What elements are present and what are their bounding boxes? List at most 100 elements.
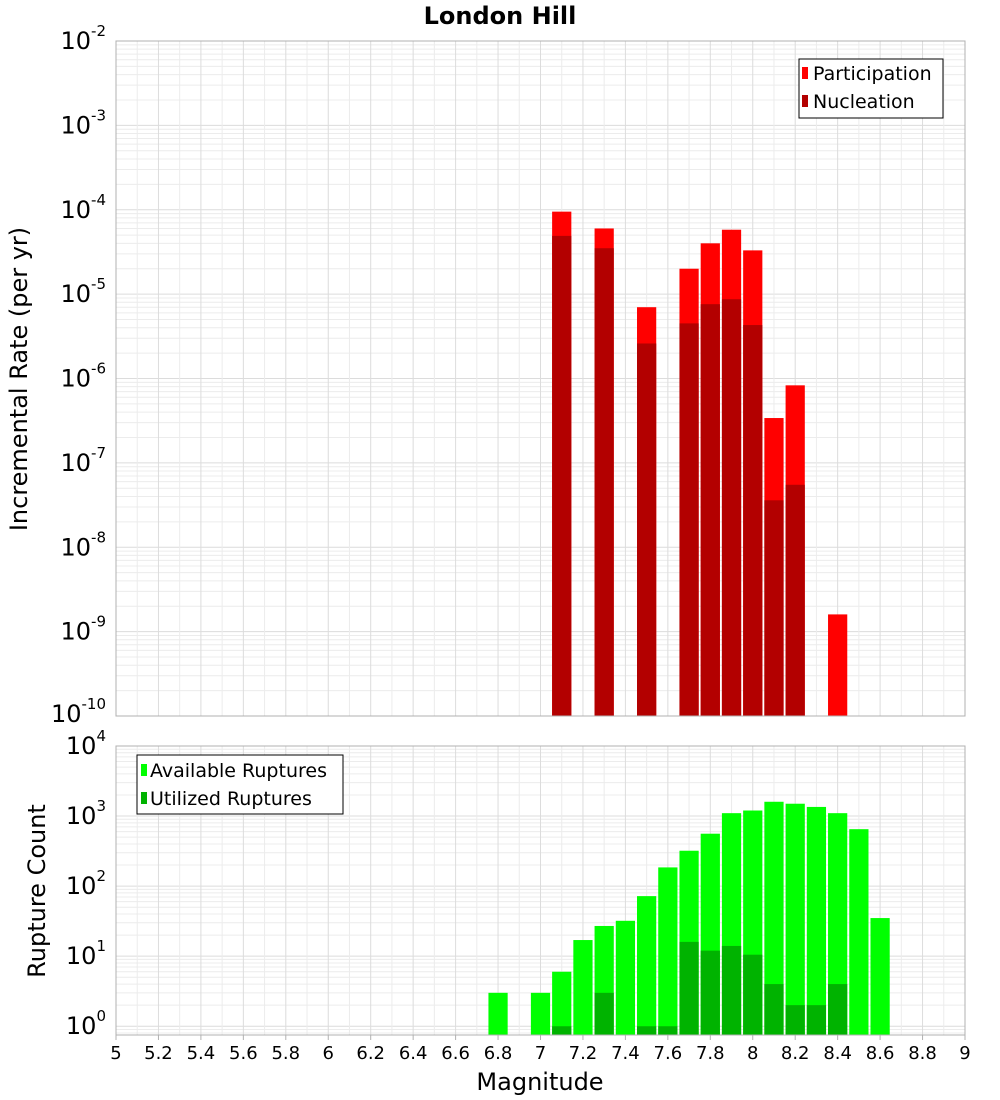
y-tick-base: 10: [51, 700, 82, 728]
count-primary-bar: [785, 803, 805, 1035]
x-tick-label: 7: [535, 1043, 546, 1064]
y-tick-exponent: -10: [82, 695, 107, 713]
count-panel-y-axis-label: Rupture Count: [23, 804, 51, 978]
nucleation-legend-label: Nucleation: [813, 91, 915, 113]
y-tick-base: 10: [66, 942, 97, 970]
y-tick-base: 10: [60, 365, 91, 393]
x-tick-label: 9: [959, 1043, 970, 1064]
utilized-legend-label: Utilized Ruptures: [150, 788, 312, 810]
rate-panel-grid: [115, 40, 966, 717]
y-tick-exponent: 1: [96, 937, 106, 955]
count-y-tick-label: 101: [66, 937, 106, 970]
count-y-tick-label: 104: [66, 727, 106, 760]
rate-y-tick-label: 10-10: [51, 695, 106, 728]
rate-overlay-bar: [637, 343, 657, 716]
y-tick-exponent: -9: [91, 613, 106, 631]
rate-legend-box: [798, 58, 944, 119]
y-tick-exponent: -4: [91, 191, 106, 209]
y-tick-exponent: -3: [91, 106, 106, 124]
count-primary-bar: [488, 992, 508, 1035]
count-primary-bar: [658, 867, 678, 1035]
count-overlay-bar: [785, 1005, 805, 1035]
count-primary-bar: [530, 992, 551, 1035]
count-overlay-bar: [764, 984, 784, 1035]
y-tick-base: 10: [60, 196, 91, 224]
rate-y-tick-label: 10-3: [60, 106, 106, 139]
rate-y-tick-label: 10-6: [60, 360, 106, 393]
count-primary-bar: [764, 801, 784, 1035]
count-primary-bar: [637, 896, 657, 1035]
x-tick-label: 5: [110, 1043, 121, 1064]
count-overlay-bar: [828, 984, 848, 1035]
x-tick-label: 6.8: [484, 1043, 513, 1064]
y-tick-base: 10: [60, 533, 91, 561]
rate-panel: 10-210-310-410-510-610-710-810-910-10 In…: [5, 22, 966, 728]
x-tick-label: 5.6: [229, 1043, 258, 1064]
rate-overlay-bar: [721, 299, 742, 716]
count-primary-bar: [849, 829, 869, 1035]
x-tick-label: 6.6: [441, 1043, 470, 1064]
x-tick-label: 8.4: [823, 1043, 852, 1064]
x-axis-label: Magnitude: [476, 1068, 603, 1096]
count-overlay-bar: [552, 1026, 572, 1035]
rate-y-tick-label: 10-4: [60, 191, 106, 224]
count-primary-bar: [615, 920, 636, 1035]
participation-legend-label: Participation: [813, 63, 932, 85]
rate-overlay-bar: [700, 304, 720, 716]
count-y-tick-label: 102: [66, 867, 106, 900]
y-tick-exponent: -6: [91, 360, 106, 378]
rate-panel-legend: Participation Nucleation: [798, 58, 944, 119]
y-tick-base: 10: [60, 280, 91, 308]
rate-overlay-bar: [679, 323, 699, 716]
y-tick-base: 10: [60, 449, 91, 477]
count-primary-bar: [573, 940, 593, 1035]
rate-panel-frame: [115, 40, 966, 717]
participation-legend-swatch: [802, 67, 808, 79]
rate-panel-y-axis-label: Incremental Rate (per yr): [5, 227, 33, 531]
rate-primary-bar: [828, 614, 848, 716]
count-panel-legend: Available Ruptures Utilized Ruptures: [136, 754, 344, 815]
rate-panel-bars: [552, 211, 848, 717]
y-tick-exponent: -8: [91, 528, 106, 546]
y-tick-exponent: 3: [96, 797, 106, 815]
x-tick-label: 8.2: [781, 1043, 810, 1064]
count-overlay-bar: [679, 941, 699, 1035]
rate-y-tick-label: 10-9: [60, 613, 106, 646]
count-overlay-bar: [594, 992, 614, 1035]
count-overlay-bar: [721, 945, 742, 1035]
y-tick-base: 10: [66, 732, 97, 760]
count-overlay-bar: [806, 1005, 827, 1035]
count-panel-bars: [488, 801, 890, 1035]
rate-y-tick-label: 10-8: [60, 528, 106, 561]
x-tick-label: 7.6: [654, 1043, 683, 1064]
x-tick-label: 5.2: [144, 1043, 173, 1064]
x-tick-label: 7.2: [569, 1043, 598, 1064]
rate-panel-y-ticks: 10-210-310-410-510-610-710-810-910-10: [51, 22, 106, 728]
y-tick-exponent: 2: [96, 867, 106, 885]
rate-y-tick-label: 10-2: [60, 22, 106, 55]
y-tick-base: 10: [66, 802, 97, 830]
count-primary-bar: [828, 813, 848, 1035]
utilized-legend-swatch: [141, 792, 147, 804]
count-y-tick-label: 100: [66, 1007, 106, 1040]
count-overlay-bar: [658, 1026, 678, 1035]
count-overlay-bar: [637, 1026, 657, 1035]
rate-y-tick-label: 10-7: [60, 444, 106, 477]
y-tick-exponent: -7: [91, 444, 106, 462]
y-tick-exponent: 0: [96, 1007, 106, 1025]
count-primary-bar: [870, 918, 890, 1035]
available-legend-swatch: [141, 764, 147, 776]
rate-overlay-bar: [764, 500, 784, 716]
rate-overlay-bar: [594, 248, 614, 717]
x-tick-label: 6.2: [356, 1043, 385, 1064]
x-tick-label: 8.6: [866, 1043, 895, 1064]
x-tick-label: 5.8: [271, 1043, 300, 1064]
rate-y-tick-label: 10-5: [60, 275, 106, 308]
available-legend-label: Available Ruptures: [150, 760, 327, 782]
x-tick-label: 7.4: [611, 1043, 640, 1064]
y-tick-exponent: 4: [96, 727, 106, 745]
x-tick-label: 8.8: [908, 1043, 937, 1064]
